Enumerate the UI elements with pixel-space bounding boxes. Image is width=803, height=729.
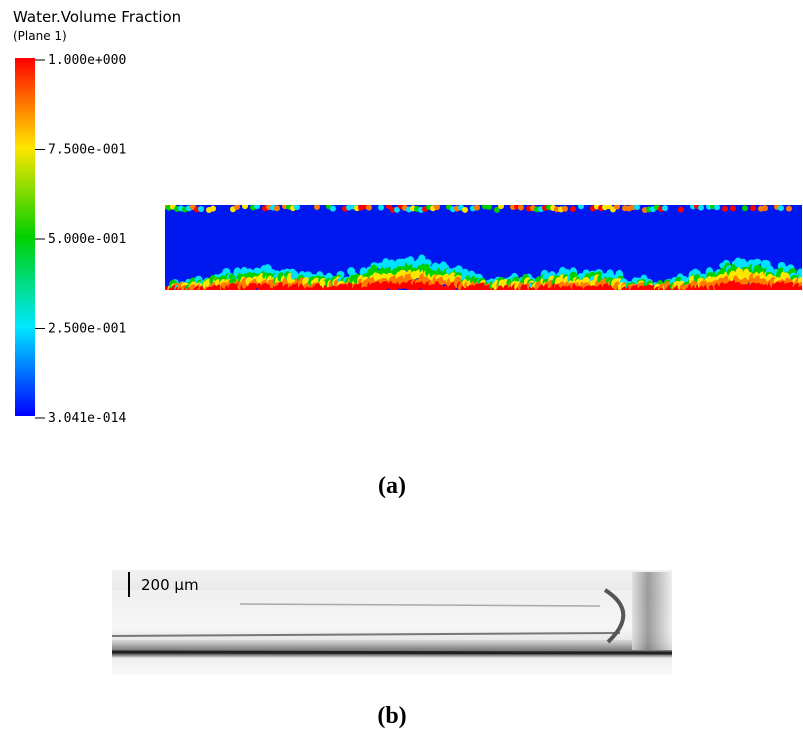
interface-cell [562,205,568,212]
interface-cell [204,289,211,290]
interface-cell [434,205,440,211]
interface-cell [742,205,748,212]
tick-label: 2.500e-001 [48,322,126,337]
interface-cell [574,286,583,290]
contour-plot [165,205,802,290]
interface-cell [714,205,720,211]
interface-cell [249,282,258,290]
tick-label: 7.500e-001 [48,143,126,158]
interface-cell [274,205,280,212]
interface-cell [381,258,390,270]
interface-cell [730,205,736,212]
interface-cell [454,265,463,275]
interface-cell [253,267,262,274]
interface-cell [329,285,338,290]
scale-bar-label: 200 μm [141,576,199,594]
colorbar-ticks: 1.000e+000 7.500e-001 5.000e-001 2.500e-001… [35,53,126,426]
interface-cell [381,280,390,290]
interface-cell [198,206,204,213]
interface-cell [498,205,504,210]
interface-cell [330,205,336,212]
colorbar [15,58,35,416]
tick-label: 5.000e-001 [48,232,126,247]
legend-title: Water.Volume Fraction [13,8,181,26]
slug [112,590,632,640]
interface-cell [678,206,684,213]
interface-cell [698,205,704,211]
interface-cell [762,205,768,212]
interface-cell [634,205,640,211]
interface-cell [242,205,248,210]
interface-cell [245,272,254,279]
meniscus-shadow [632,572,672,650]
tick-label: 3.041e-014 [48,411,126,426]
tick-label: 1.000e+000 [48,53,126,68]
interface-cell [386,205,392,210]
contour-interface [165,205,802,290]
interface-cell [570,206,576,213]
interface-cell [254,205,260,210]
interface-cell [314,205,320,210]
micrograph: 200 μm [111,570,673,675]
interface-cell [234,205,240,210]
interface-cell [305,287,314,290]
meniscus [603,588,626,644]
channel-wall [111,650,673,655]
interface-cell [722,205,728,212]
legend-subtitle: (Plane 1) [13,29,67,43]
interface-cell [474,205,480,211]
interface-cell [378,205,384,211]
interface-cell [294,205,300,211]
interface-cell [494,206,500,213]
interface-cell [750,205,756,212]
interface-cell [788,268,797,275]
interface-cell [578,205,584,210]
slug-edge [111,632,621,637]
interface-cell [786,205,792,212]
interface-cell [210,205,216,212]
interface-cell [753,258,762,265]
interface-cell [662,205,668,212]
interface-cell [518,205,524,211]
interface-cell [778,205,784,212]
interface-cell [361,286,370,290]
interface-cell [486,205,492,210]
interface-cell [797,286,802,290]
interface-cell [390,283,399,290]
interface-cell [366,205,372,211]
slug-line [239,603,601,607]
interface-cell [394,206,400,213]
interface-cell [462,206,468,213]
panel-label: (a) [378,473,406,499]
interface-cell [614,205,620,210]
panel-label: (b) [377,703,406,729]
